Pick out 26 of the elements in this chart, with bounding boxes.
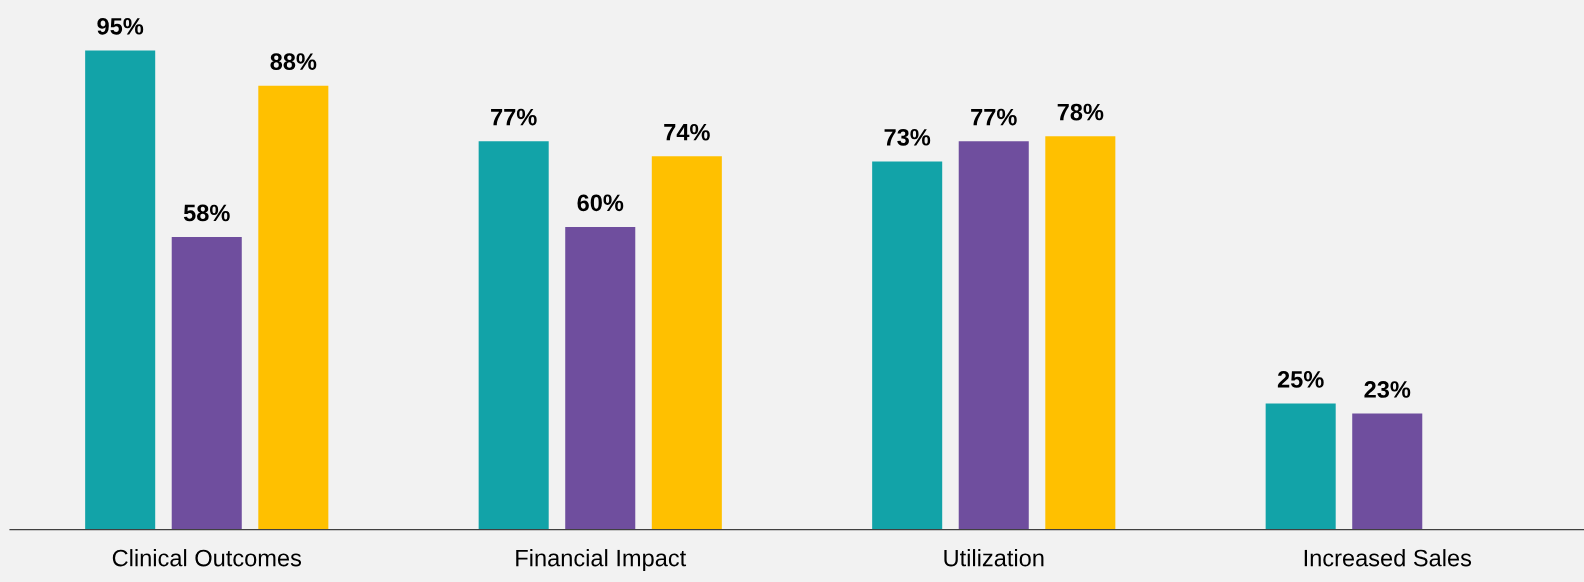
bar [85, 50, 156, 530]
data-label: 77% [491, 108, 537, 126]
bar [565, 226, 636, 530]
data-label: 74% [664, 123, 710, 141]
data-label: 73% [884, 128, 931, 146]
x-tick-label: Increased Sales [1304, 549, 1472, 567]
data-label: 23% [1364, 381, 1411, 398]
data-label: 25% [1277, 371, 1324, 388]
bar [1352, 413, 1423, 530]
x-tick-label: Financial Impact [516, 549, 687, 572]
data-label: 78% [1057, 103, 1104, 121]
bar [258, 85, 329, 530]
bar [872, 161, 943, 530]
bar [171, 237, 242, 530]
x-tick-label: Clinical Outcomes [112, 549, 302, 567]
data-label: 95% [97, 17, 144, 35]
data-label: 58% [183, 204, 230, 222]
data-label: 77% [971, 108, 1017, 126]
bar [1265, 403, 1336, 530]
data-label: 60% [577, 194, 624, 212]
data-label: 88% [270, 53, 317, 70]
bar [651, 156, 722, 530]
bar [478, 141, 549, 530]
bar [958, 141, 1029, 530]
x-tick-label: Utilization [944, 549, 1044, 567]
bar [1045, 136, 1116, 530]
